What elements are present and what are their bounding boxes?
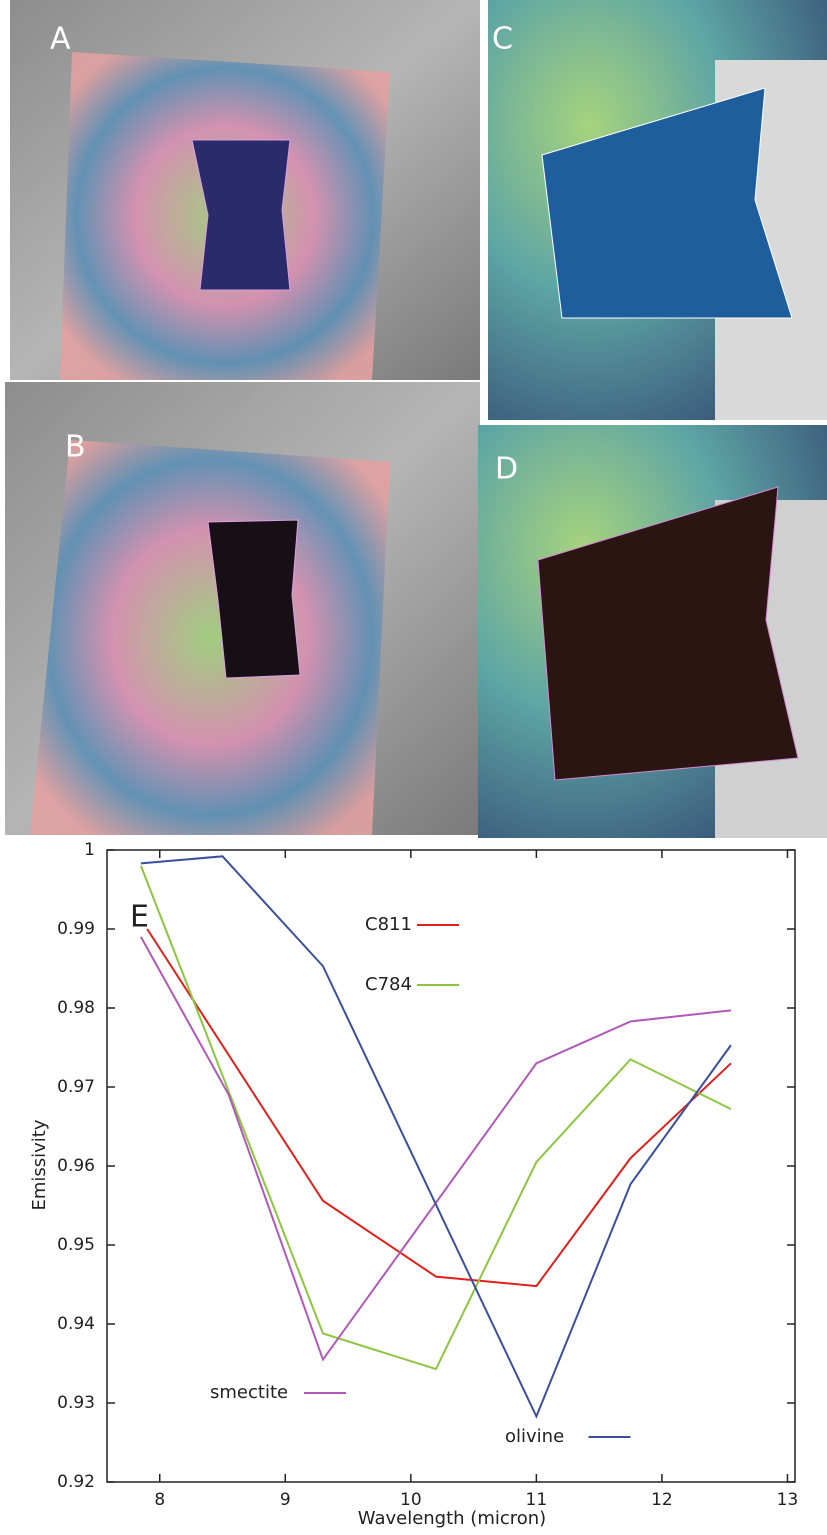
x-tick-label: 12 bbox=[651, 1490, 673, 1510]
panel-label: D bbox=[495, 452, 518, 487]
panel-c: C bbox=[488, 0, 827, 420]
legend-label: olivine bbox=[505, 1426, 564, 1447]
y-axis-label: Emissivity bbox=[29, 1119, 50, 1210]
x-tick-label: 8 bbox=[154, 1490, 165, 1510]
legend-label: smectite bbox=[210, 1382, 288, 1403]
y-tick-label: 0.94 bbox=[57, 1314, 95, 1334]
y-tick-label: 0.92 bbox=[57, 1472, 95, 1492]
x-tick-label: 10 bbox=[400, 1490, 422, 1510]
panel-a: A bbox=[10, 0, 480, 380]
panel-label: B bbox=[65, 430, 86, 465]
legend-label: C811 bbox=[365, 914, 412, 935]
y-tick-label: 0.99 bbox=[57, 919, 95, 939]
y-tick-label: 0.97 bbox=[57, 1077, 95, 1097]
panel-label: C bbox=[492, 22, 513, 57]
x-tick-label: 13 bbox=[777, 1490, 799, 1510]
y-tick-label: 0.95 bbox=[57, 1235, 95, 1255]
page: A B C D E Wavelength (micron) Emissivity… bbox=[0, 0, 827, 1531]
y-tick-label: 0.98 bbox=[57, 998, 95, 1018]
y-tick-label: 1 bbox=[84, 840, 95, 860]
panel-d: D bbox=[478, 425, 827, 838]
panel-label: A bbox=[50, 22, 71, 57]
x-tick-label: 11 bbox=[526, 1490, 548, 1510]
panel-label: E bbox=[130, 900, 149, 935]
figure: A B C D E Wavelength (micron) Emissivity… bbox=[0, 0, 827, 1531]
x-tick-label: 9 bbox=[280, 1490, 291, 1510]
x-axis-label: Wavelength (micron) bbox=[358, 1508, 546, 1529]
panel-b: B bbox=[5, 382, 480, 835]
legend-label: C784 bbox=[365, 974, 412, 995]
y-tick-label: 0.93 bbox=[57, 1393, 95, 1413]
y-tick-label: 0.96 bbox=[57, 1156, 95, 1176]
chart: E Wavelength (micron) Emissivity 0.92 0.9… bbox=[29, 840, 798, 1529]
